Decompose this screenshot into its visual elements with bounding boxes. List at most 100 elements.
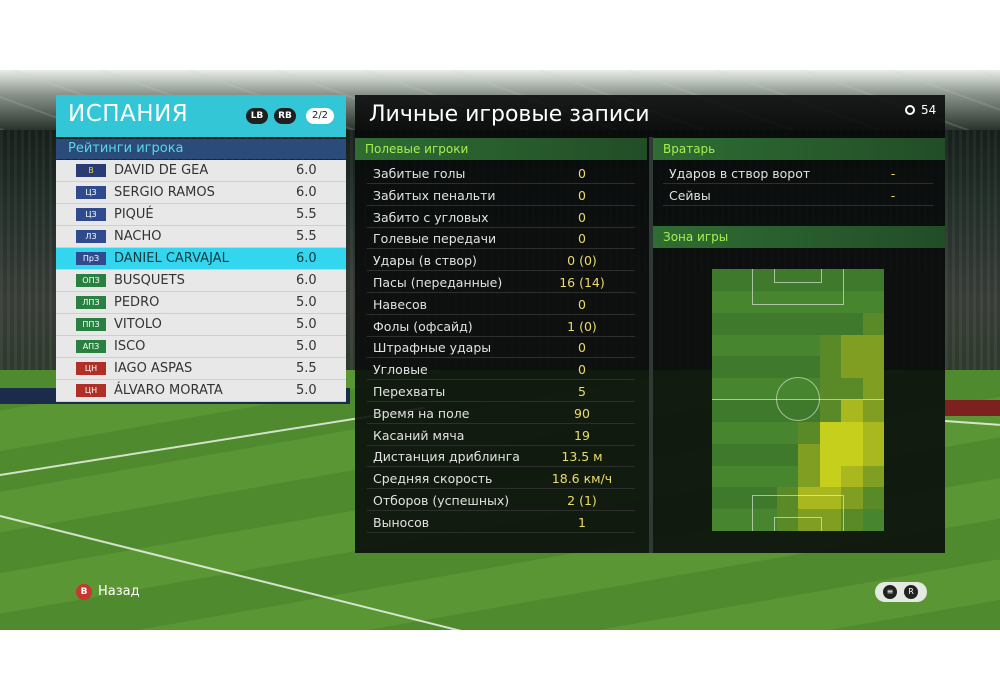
stat-row: Дистанция дриблинга 13.5 м	[367, 446, 635, 468]
stat-value: 2 (1)	[567, 493, 597, 508]
heatmap-cell	[776, 487, 799, 510]
rb-button[interactable]: RB	[274, 108, 296, 124]
heatmap-cell	[841, 269, 863, 292]
stats-panel: Личные игровые записи 54 Полевые игроки …	[355, 95, 945, 553]
heatmap-cell	[712, 465, 734, 488]
goalkeeper-stat-row: Ударов в створ ворот -	[663, 163, 933, 184]
player-rating: 6.0	[296, 163, 317, 178]
player-row[interactable]: ЛПЗ PEDRO 5.0	[56, 292, 346, 314]
stat-label: Удары (в створ)	[373, 253, 477, 269]
player-row[interactable]: ППЗ VITOLO 5.0	[56, 314, 346, 336]
stat-value: 0 (0)	[567, 253, 597, 269]
heatmap-cell	[819, 269, 842, 292]
heatmap-cell	[776, 443, 799, 466]
heatmap-cell	[798, 290, 820, 314]
chat-icon[interactable]: ≡	[883, 585, 897, 599]
stat-label: Навесов	[373, 296, 428, 312]
stat-label: Голевые передачи	[373, 231, 497, 247]
position-badge: ОПЗ	[76, 274, 106, 287]
position-badge: В	[76, 164, 106, 177]
heatmap-cell	[819, 356, 842, 379]
player-row[interactable]: ЦЗ PIQUÉ 5.5	[56, 204, 346, 226]
heatmap-cell	[712, 378, 734, 401]
heatmap-cell	[712, 443, 734, 466]
stat-row: Забитых пенальти 0	[367, 185, 635, 206]
player-rating: 5.5	[296, 207, 317, 222]
heatmap-cell	[733, 356, 756, 379]
player-name: SERGIO RAMOS	[114, 185, 215, 200]
stat-label: Ударов в створ ворот	[669, 166, 811, 181]
stat-row: Штрафные удары 0	[367, 337, 635, 359]
stat-row: Голевые передачи 0	[367, 228, 635, 250]
stat-label: Перехваты	[373, 384, 446, 399]
stat-row: Навесов 0	[367, 294, 635, 315]
right-stick-icon[interactable]: R	[904, 585, 918, 599]
stat-row: Пасы (переданные) 16 (14)	[367, 272, 635, 293]
heatmap-cell	[733, 421, 756, 445]
player-name: VITOLO	[114, 317, 162, 332]
player-row[interactable]: В DAVID DE GEA 6.0	[56, 160, 346, 182]
position-badge: ЛПЗ	[76, 296, 106, 309]
timer-value: 54	[921, 103, 937, 117]
page-indicator: 2/2	[306, 108, 334, 124]
player-name: BUSQUETS	[114, 273, 185, 288]
player-row[interactable]: ПрЗ DANIEL CARVAJAL 6.0	[56, 248, 346, 270]
back-button[interactable]: B Назад	[76, 582, 140, 602]
heatmap-cell	[841, 312, 863, 335]
heatmap-cell	[776, 334, 799, 357]
heatmap-cell	[841, 509, 863, 531]
heatmap-cell	[755, 465, 777, 488]
player-row[interactable]: АПЗ ISCO 5.0	[56, 336, 346, 358]
stat-row: Забитые голы 0	[367, 163, 635, 184]
lb-button[interactable]: LB	[246, 108, 268, 124]
position-badge: ППЗ	[76, 318, 106, 331]
heatmap-cell	[755, 443, 777, 466]
heatmap-cell	[862, 290, 884, 314]
player-name: DANIEL CARVAJAL	[114, 251, 229, 266]
player-rating: 5.0	[296, 383, 317, 398]
heatmap-cell	[733, 378, 756, 401]
player-rating: 5.5	[296, 229, 317, 244]
heatmap-cell	[755, 269, 777, 292]
stat-value: 18.6 км/ч	[551, 471, 613, 487]
stat-value: 1 (0)	[567, 318, 597, 334]
heatmap-cell	[733, 334, 756, 357]
footer-controls: ≡ R	[875, 582, 927, 602]
heatmap-cell	[819, 312, 842, 335]
heatmap-cell	[755, 378, 777, 401]
goalkeeper-stat-row: Сейвы -	[663, 185, 933, 206]
heatmap-cell	[862, 356, 884, 379]
heatmap-cell	[798, 269, 820, 292]
stat-row: Отборов (успешных) 2 (1)	[367, 490, 635, 511]
heatmap-cell	[776, 421, 799, 445]
player-row[interactable]: ОПЗ BUSQUETS 6.0	[56, 270, 346, 292]
heatmap-cell	[819, 443, 842, 466]
stat-value: 0	[578, 362, 586, 378]
player-row[interactable]: ЦН ÁLVARO MORATA 5.0	[56, 380, 346, 402]
player-row[interactable]: ЛЗ NACHO 5.5	[56, 226, 346, 248]
penalty-box-top	[752, 269, 844, 305]
stat-value: 0	[578, 209, 586, 225]
heatmap-cell	[776, 509, 799, 531]
heatmap-cell	[733, 290, 756, 314]
heatmap-cell	[712, 290, 734, 314]
stat-value: 0	[578, 231, 586, 247]
heatmap-cell	[798, 465, 820, 488]
heatmap-cell	[841, 421, 863, 445]
heatmap-cell	[733, 269, 756, 292]
heatmap-cell	[712, 334, 734, 357]
heatmap-cell	[841, 487, 863, 510]
heatmap-cell	[862, 269, 884, 292]
heatmap-cell	[798, 443, 820, 466]
player-row[interactable]: ЦН IAGO ASPAS 5.5	[56, 358, 346, 380]
stat-label: Штрафные удары	[373, 340, 492, 356]
heatmap-cell	[776, 269, 799, 292]
player-row[interactable]: ЦЗ SERGIO RAMOS 6.0	[56, 182, 346, 204]
stat-label: Отборов (успешных)	[373, 493, 510, 508]
heatmap-cell	[819, 509, 842, 531]
heatmap-cell	[776, 356, 799, 379]
heatmap-cell	[712, 400, 734, 423]
stat-label: Выносов	[373, 514, 430, 530]
heatmap-cell	[798, 509, 820, 531]
player-rating: 5.0	[296, 317, 317, 332]
